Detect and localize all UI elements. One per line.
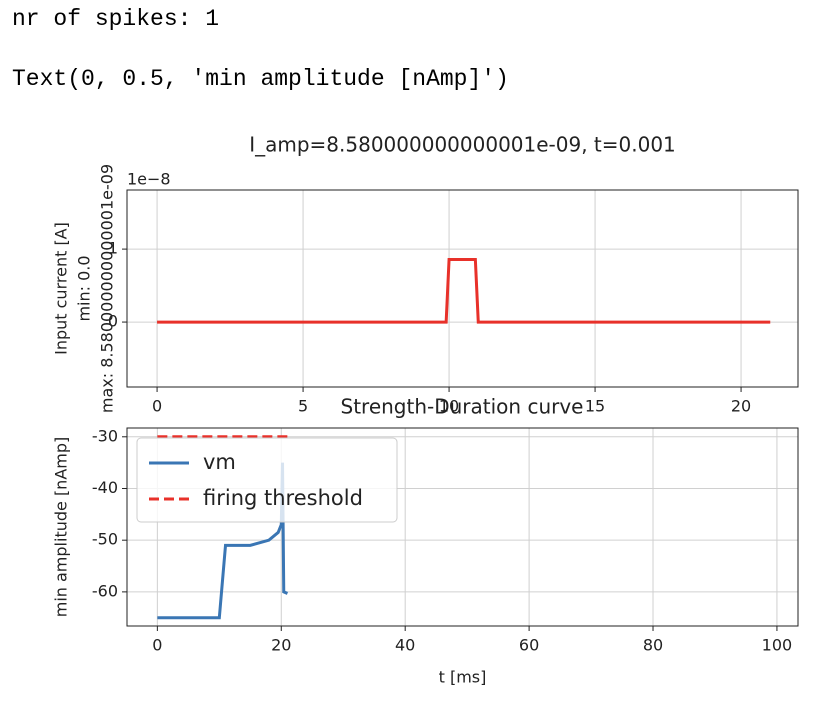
- y-axis-label: min amplitude [nAmp]: [52, 437, 71, 618]
- x-tick-label: 0: [152, 636, 162, 655]
- x-tick-label: 100: [762, 636, 793, 655]
- y-tick-label: -50: [92, 530, 118, 549]
- y-axis-label: max: 8.580000000000001e-09: [98, 164, 117, 413]
- y-tick-label: -60: [92, 581, 118, 600]
- data-line: [157, 257, 771, 324]
- y-axis-label: Input current [A]: [52, 222, 71, 355]
- chart-title: Strength-Duration curve: [341, 395, 584, 419]
- chart-title: I_amp=8.580000000000001e-09, t=0.001: [249, 133, 676, 157]
- x-tick-label: 60: [519, 636, 539, 655]
- x-tick-label: 40: [395, 636, 415, 655]
- x-tick-label: 15: [585, 397, 605, 416]
- x-tick-label: 0: [152, 397, 162, 416]
- plot-frame: [126, 189, 799, 388]
- output-line: nr of spikes: 1: [12, 6, 220, 32]
- data-line: [157, 462, 289, 620]
- y-tick-label: 0: [108, 312, 118, 331]
- y-tick-label: 1: [108, 239, 118, 258]
- output-line: Text(0, 0.5, 'min amplitude [nAmp]'): [12, 66, 509, 92]
- y-tick-label: -30: [92, 426, 118, 445]
- y-offset-label: 1e−8: [127, 170, 171, 189]
- legend-box: [136, 437, 398, 523]
- x-tick-label: 5: [298, 397, 308, 416]
- y-tick-label: -40: [92, 478, 118, 497]
- x-tick-label: 20: [271, 636, 291, 655]
- x-tick-label: 80: [643, 636, 663, 655]
- legend-label: firing threshold: [203, 486, 363, 510]
- x-tick-label: 10: [439, 397, 459, 416]
- x-axis-label: t [ms]: [439, 668, 487, 687]
- y-axis-label: min: 0.0: [75, 255, 94, 321]
- legend-label: vm: [203, 450, 236, 474]
- plot-frame: [126, 427, 799, 627]
- x-tick-label: 20: [731, 397, 751, 416]
